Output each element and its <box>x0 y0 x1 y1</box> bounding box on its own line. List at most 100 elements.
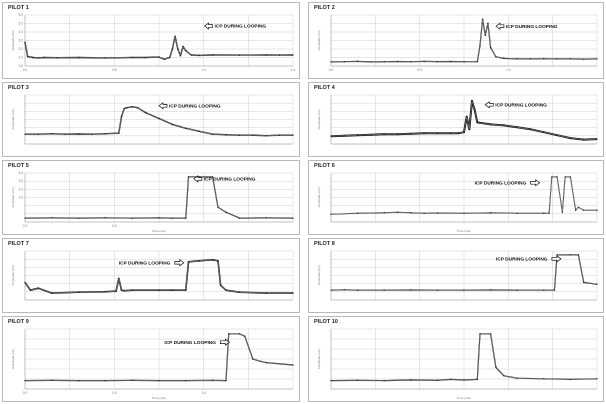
y-tick-label: 3.0 <box>19 179 24 183</box>
data-point <box>32 56 34 59</box>
data-point <box>583 281 585 283</box>
annotation-label: ICP DURING LOOPING <box>169 103 221 109</box>
data-point <box>529 58 532 60</box>
annotation-group: ICP DURING LOOPING <box>158 102 221 110</box>
x-tick-label: 0.5 <box>112 224 117 228</box>
data-point <box>490 212 492 214</box>
data-point <box>596 283 598 285</box>
chart-svg: 0.0 0.5 1.0 Amplitude (cm) ICP DURING LOOPIN… <box>317 14 598 72</box>
data-point <box>484 34 486 36</box>
data-point <box>78 380 80 382</box>
x-tick-label: 0.5 <box>112 68 117 72</box>
data-point <box>471 100 473 102</box>
data-point <box>238 217 240 219</box>
y-tick-label: 4.0 <box>19 30 24 34</box>
data-point <box>252 134 254 136</box>
data-point <box>171 289 173 291</box>
annotation-group: ICP DURING LOOPING <box>475 179 541 187</box>
data-point <box>490 47 492 49</box>
data-point <box>78 291 80 293</box>
chart-svg: Amplitude (cm) ICP DURING LOOPING <box>317 250 598 301</box>
data-point <box>423 132 425 134</box>
data-point <box>225 380 227 382</box>
data-point <box>225 289 227 291</box>
x-axis-label: Time (min) <box>457 229 471 233</box>
data-point <box>516 126 518 128</box>
chart-title: PILOT 3 <box>8 85 29 91</box>
data-point <box>131 106 133 108</box>
y-axis-label: Amplitude (cm) <box>11 349 15 369</box>
data-point <box>548 212 550 214</box>
data-point <box>357 134 359 136</box>
data-point <box>463 289 465 291</box>
data-point <box>163 58 165 60</box>
data-point <box>212 259 214 261</box>
data-point <box>583 58 585 60</box>
data-point <box>238 54 240 56</box>
chart-svg: Amplitude (cm) ICP DURING LOOPING <box>317 94 598 145</box>
annotation-group: ICP DURING LOOPING <box>193 175 256 183</box>
data-point <box>463 379 465 381</box>
data-point <box>158 289 160 291</box>
data-point <box>24 41 26 43</box>
x-tick-label: 0.0 <box>329 68 334 72</box>
data-point <box>516 377 518 379</box>
data-point <box>410 61 412 63</box>
data-point <box>436 212 438 214</box>
chart-svg: 0.0 0.5 1.0 Amplitude (cm) Time (min) ICP DUR… <box>11 328 294 400</box>
y-tick-label: 4.0 <box>19 171 24 175</box>
data-point <box>476 378 478 380</box>
data-point <box>423 212 425 214</box>
chart-title: PILOT 6 <box>314 163 335 169</box>
data-point <box>169 56 171 59</box>
data-point <box>265 54 267 56</box>
data-point <box>516 212 518 214</box>
data-point <box>212 176 214 178</box>
data-point <box>292 364 294 366</box>
data-point <box>543 289 545 291</box>
annotation-label: ICP DURING LOOPING <box>506 24 558 30</box>
annotation-group: ICP DURING LOOPING <box>496 255 562 263</box>
data-point <box>158 380 160 382</box>
data-point <box>495 366 497 368</box>
y-axis-label: Amplitude (cm) <box>11 30 15 50</box>
pilot-chart-panel: PILOT 3 Amplitude (cm) ICP DURING LOOPING <box>2 82 300 157</box>
data-point <box>279 134 281 136</box>
pilot-chart-panel: PILOT 4 Amplitude (cm) ICP DURING LOOPING <box>308 82 604 157</box>
chart-title: PILOT 4 <box>314 85 335 91</box>
data-point <box>238 134 240 136</box>
data-point <box>217 206 219 208</box>
data-point <box>330 213 332 215</box>
data-point <box>490 289 492 291</box>
data-point <box>51 217 53 219</box>
data-point <box>43 56 45 59</box>
data-point <box>238 291 240 293</box>
series-line-detail <box>330 333 598 381</box>
arrow-right-icon <box>174 259 185 267</box>
series-line-detail <box>24 333 294 381</box>
data-point <box>330 61 332 63</box>
annotation-label: ICP DURING LOOPING <box>164 340 216 346</box>
data-point <box>118 132 120 134</box>
data-point <box>145 56 147 59</box>
data-point <box>569 58 571 60</box>
data-point <box>561 211 564 213</box>
data-point <box>131 56 133 59</box>
data-point <box>198 130 200 132</box>
chart-title: PILOT 1 <box>8 5 29 11</box>
data-point <box>556 58 558 60</box>
data-point <box>24 281 26 283</box>
x-tick-label: 1.0 <box>506 68 511 72</box>
x-tick-label: 0.0 <box>23 224 28 228</box>
data-point <box>185 380 187 382</box>
data-point <box>383 380 385 382</box>
data-point <box>225 134 227 136</box>
data-point <box>177 48 179 50</box>
data-point <box>450 378 452 380</box>
data-point <box>123 108 125 110</box>
data-point <box>423 60 425 63</box>
data-point <box>543 212 545 214</box>
data-point <box>370 61 372 63</box>
data-point <box>463 131 465 133</box>
data-point <box>436 379 438 381</box>
